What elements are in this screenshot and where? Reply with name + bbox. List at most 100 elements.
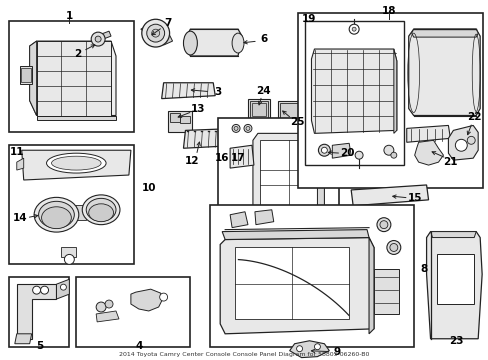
- Polygon shape: [414, 140, 443, 165]
- Bar: [304, 21, 403, 165]
- Bar: [247, 99, 269, 121]
- Text: 7: 7: [163, 18, 171, 28]
- Bar: [9, 21, 134, 132]
- Circle shape: [348, 24, 358, 34]
- Circle shape: [386, 240, 400, 255]
- Circle shape: [234, 126, 238, 130]
- Text: 15: 15: [407, 193, 421, 203]
- Circle shape: [244, 125, 251, 132]
- Text: 2014 Toyota Camry Center Console Console Panel Diagram for 58805-06260-B0: 2014 Toyota Camry Center Console Console…: [119, 352, 369, 357]
- Bar: [235, 247, 348, 319]
- Polygon shape: [311, 49, 396, 133]
- Bar: [169, 113, 179, 122]
- Polygon shape: [96, 311, 119, 322]
- Polygon shape: [30, 41, 37, 116]
- Circle shape: [314, 344, 320, 350]
- Bar: [20, 68, 31, 82]
- Polygon shape: [368, 238, 373, 334]
- Ellipse shape: [82, 195, 120, 225]
- Circle shape: [91, 32, 105, 46]
- Bar: [20, 66, 32, 84]
- Polygon shape: [161, 33, 172, 45]
- Bar: [37, 41, 111, 116]
- Bar: [277, 100, 299, 121]
- Text: 17: 17: [230, 153, 245, 163]
- Text: 1: 1: [65, 11, 73, 21]
- Polygon shape: [162, 83, 215, 99]
- Polygon shape: [131, 289, 163, 311]
- Bar: [436, 255, 473, 304]
- Circle shape: [354, 151, 362, 159]
- Bar: [9, 277, 69, 347]
- Polygon shape: [17, 158, 24, 170]
- Text: 2: 2: [74, 49, 81, 59]
- Circle shape: [376, 218, 390, 231]
- Bar: [76, 277, 190, 347]
- Bar: [297, 13, 482, 188]
- Text: 14: 14: [12, 213, 27, 223]
- Text: 25: 25: [290, 117, 304, 127]
- Polygon shape: [447, 125, 477, 160]
- Ellipse shape: [232, 33, 244, 53]
- Circle shape: [61, 284, 66, 290]
- Text: 23: 23: [448, 336, 463, 346]
- Ellipse shape: [51, 156, 101, 170]
- Text: 8: 8: [419, 264, 427, 274]
- Circle shape: [33, 286, 41, 294]
- Text: 24: 24: [256, 86, 271, 96]
- Polygon shape: [37, 116, 116, 121]
- Bar: [267, 212, 285, 226]
- Bar: [259, 140, 317, 212]
- Polygon shape: [222, 230, 368, 239]
- Polygon shape: [71, 205, 86, 220]
- Ellipse shape: [39, 201, 74, 228]
- Ellipse shape: [34, 197, 79, 232]
- Circle shape: [232, 125, 240, 132]
- Polygon shape: [429, 231, 475, 238]
- Bar: [373, 269, 398, 314]
- Bar: [180, 116, 190, 123]
- Circle shape: [390, 152, 396, 158]
- Circle shape: [321, 147, 326, 153]
- Polygon shape: [350, 185, 427, 206]
- Circle shape: [95, 36, 101, 42]
- Polygon shape: [230, 145, 253, 168]
- Polygon shape: [220, 238, 373, 334]
- Polygon shape: [411, 29, 477, 37]
- Polygon shape: [393, 49, 396, 133]
- Text: 6: 6: [260, 34, 267, 44]
- Polygon shape: [30, 41, 116, 116]
- Ellipse shape: [88, 204, 113, 222]
- Bar: [218, 118, 339, 228]
- Text: 12: 12: [185, 156, 199, 166]
- Polygon shape: [254, 210, 273, 225]
- Polygon shape: [56, 279, 69, 299]
- Text: 16: 16: [215, 153, 229, 163]
- Circle shape: [96, 302, 106, 312]
- Circle shape: [64, 255, 74, 264]
- Bar: [249, 100, 267, 118]
- Circle shape: [146, 24, 164, 42]
- Ellipse shape: [86, 198, 116, 221]
- Bar: [279, 103, 297, 118]
- Circle shape: [296, 346, 302, 352]
- Polygon shape: [252, 133, 324, 220]
- Circle shape: [105, 300, 113, 308]
- Text: 18: 18: [381, 6, 395, 16]
- Polygon shape: [426, 231, 481, 339]
- Circle shape: [245, 126, 249, 130]
- Polygon shape: [332, 143, 350, 158]
- Polygon shape: [141, 23, 157, 35]
- Text: 10: 10: [141, 183, 156, 193]
- Bar: [251, 103, 265, 117]
- Polygon shape: [289, 341, 328, 357]
- Ellipse shape: [46, 153, 106, 173]
- Bar: [9, 145, 134, 264]
- Bar: [167, 111, 192, 132]
- Polygon shape: [186, 29, 242, 56]
- Circle shape: [318, 144, 330, 156]
- Text: 19: 19: [301, 14, 315, 24]
- Text: 22: 22: [466, 112, 481, 122]
- Polygon shape: [408, 29, 479, 116]
- Polygon shape: [15, 334, 32, 344]
